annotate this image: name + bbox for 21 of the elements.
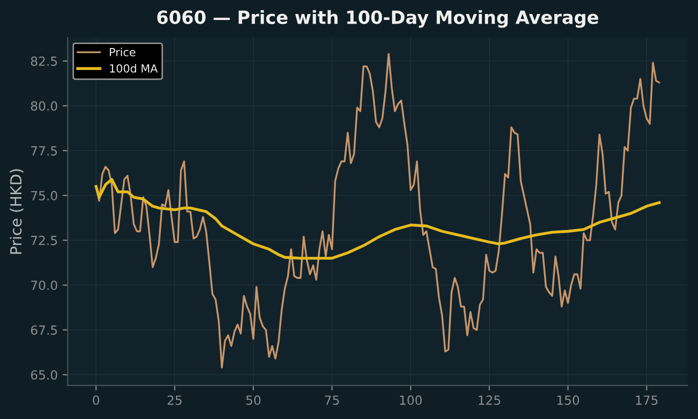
x-tick-label: 125 bbox=[478, 395, 500, 405]
y-tick-label: 80.0 bbox=[31, 101, 58, 111]
x-tick-label: 100 bbox=[400, 395, 422, 405]
chart-title: 6060 — Price with 100-Day Moving Average bbox=[157, 10, 598, 28]
legend-label: 100d MA bbox=[110, 64, 158, 73]
y-tick-label: 67.5 bbox=[31, 325, 57, 335]
y-tick-label: 75.0 bbox=[31, 190, 58, 200]
y-tick-label: 82.5 bbox=[31, 56, 57, 66]
y-tick-label: 77.5 bbox=[31, 146, 57, 156]
y-tick-label: 72.5 bbox=[31, 236, 57, 246]
x-tick-label: 75 bbox=[325, 396, 339, 405]
line-series bbox=[94, 178, 661, 260]
legend-label: Price bbox=[110, 48, 136, 56]
x-tick-label: 175 bbox=[636, 396, 658, 405]
x-tick-label: 150 bbox=[557, 395, 580, 405]
x-tick-label: 25 bbox=[168, 395, 182, 405]
y-axis-title: Price (HKD) bbox=[10, 169, 24, 254]
y-tick-label: 70.0 bbox=[31, 280, 58, 290]
y-tick-label: 65.0 bbox=[31, 370, 58, 380]
x-tick-label: 50 bbox=[246, 395, 260, 405]
x-tick-label: 0 bbox=[92, 395, 100, 405]
